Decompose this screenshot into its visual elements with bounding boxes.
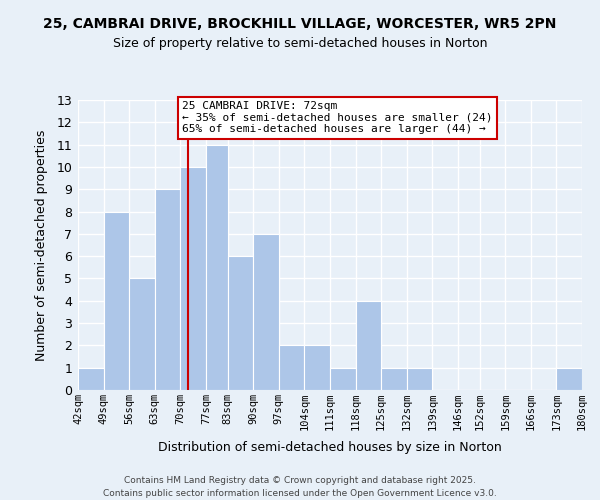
Y-axis label: Number of semi-detached properties: Number of semi-detached properties — [35, 130, 48, 360]
Text: 25 CAMBRAI DRIVE: 72sqm
← 35% of semi-detached houses are smaller (24)
65% of se: 25 CAMBRAI DRIVE: 72sqm ← 35% of semi-de… — [182, 101, 493, 134]
Bar — [155, 189, 180, 390]
Bar — [381, 368, 407, 390]
Bar — [407, 368, 432, 390]
Text: 25, CAMBRAI DRIVE, BROCKHILL VILLAGE, WORCESTER, WR5 2PN: 25, CAMBRAI DRIVE, BROCKHILL VILLAGE, WO… — [43, 18, 557, 32]
X-axis label: Distribution of semi-detached houses by size in Norton: Distribution of semi-detached houses by … — [158, 442, 502, 454]
Bar — [279, 346, 304, 390]
Bar — [556, 368, 582, 390]
Bar — [206, 144, 228, 390]
Bar — [104, 212, 129, 390]
Text: Contains public sector information licensed under the Open Government Licence v3: Contains public sector information licen… — [103, 489, 497, 498]
Bar — [356, 301, 381, 390]
Bar — [228, 256, 253, 390]
Bar — [253, 234, 279, 390]
Text: Size of property relative to semi-detached houses in Norton: Size of property relative to semi-detach… — [113, 38, 487, 51]
Bar — [129, 278, 155, 390]
Bar — [180, 167, 206, 390]
Text: Contains HM Land Registry data © Crown copyright and database right 2025.: Contains HM Land Registry data © Crown c… — [124, 476, 476, 485]
Bar — [304, 346, 330, 390]
Bar — [330, 368, 356, 390]
Bar — [78, 368, 104, 390]
